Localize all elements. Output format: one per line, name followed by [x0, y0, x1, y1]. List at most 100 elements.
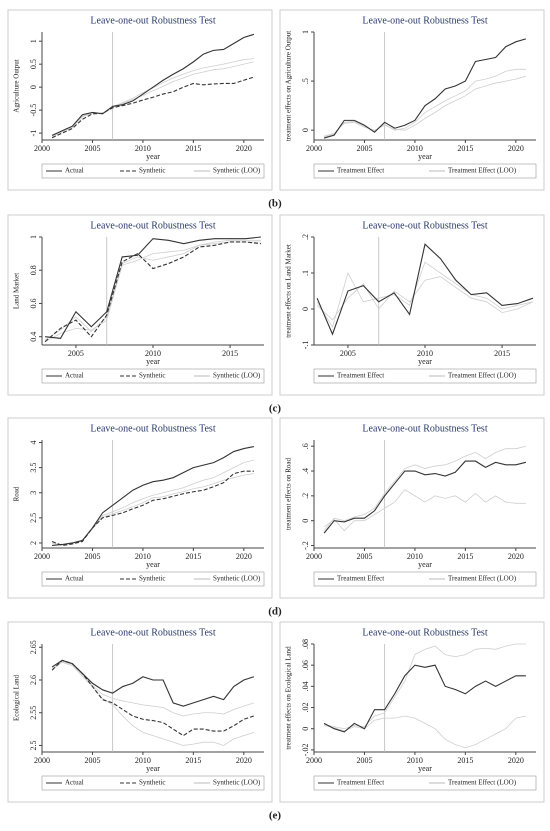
series-line: [323, 664, 526, 733]
legend-label: Synthetic: [139, 779, 165, 787]
y-tick-label: 0: [301, 727, 310, 731]
legend-label: Actual: [65, 167, 84, 175]
x-tick-label: 2000: [306, 552, 322, 561]
legend-box: [41, 571, 265, 587]
series-line: [51, 470, 254, 547]
x-tick-label: 2005: [84, 552, 100, 561]
x-tick-label: 2000: [306, 756, 322, 765]
x-tick-label: 2010: [135, 552, 151, 561]
loo-line: [323, 445, 527, 531]
y-tick-label: 0: [301, 128, 310, 132]
chart-title: Leave-one-out Robustness Test: [90, 627, 215, 638]
legend-label: Treatment Effect (LOO): [448, 372, 517, 380]
y-tick-label: -0.5: [29, 104, 38, 117]
x-tick-label: 2020: [236, 756, 252, 765]
legend-label: Synthetic (LOO): [213, 575, 261, 583]
y-tick-label: -.1: [301, 341, 310, 350]
loo-line: [316, 276, 534, 321]
y-tick-label: 0.4: [29, 332, 38, 342]
legend-label: Treatment Effect (LOO): [448, 167, 517, 175]
legend-box: [41, 163, 265, 179]
legend-label: Treatment Effect (LOO): [448, 779, 517, 787]
x-tick-label: 2010: [407, 144, 423, 153]
chart-frame: [279, 621, 545, 803]
y-tick-label: 4: [29, 441, 38, 445]
chart-title: Leave-one-out Robustness Test: [362, 220, 487, 231]
y-tick-label: .2: [301, 234, 310, 240]
legend-label: Treatment Effect: [337, 372, 384, 380]
loo-line: [51, 61, 254, 138]
x-tick-label: 2010: [145, 349, 161, 358]
y-tick-label: 1: [29, 235, 38, 239]
x-tick-label: 2015: [457, 144, 473, 153]
legend-label: Actual: [65, 779, 84, 787]
y-tick-label: 0: [301, 307, 310, 311]
x-tick-label: 2005: [356, 144, 372, 153]
y-axis-label: treatment effects on Road: [285, 458, 293, 530]
loo-line: [324, 643, 526, 730]
x-axis-label: year: [418, 764, 432, 773]
legend-box: [313, 775, 537, 791]
x-axis-label: year: [146, 152, 160, 161]
legend-label: Actual: [65, 575, 84, 583]
y-axis-label: treatment effects on Ecological Land: [285, 646, 293, 750]
x-tick-label: 2020: [236, 144, 252, 153]
y-tick-label: 3.5: [29, 463, 38, 473]
y-axis-label: Agriculture Output: [13, 59, 21, 113]
legend-label: Synthetic: [139, 372, 165, 380]
chart-frame: [279, 9, 545, 191]
y-tick-label: .1: [301, 270, 310, 276]
loo-line: [51, 58, 254, 137]
x-tick-label: 2005: [84, 144, 100, 153]
y-tick-label: -.02: [301, 744, 310, 757]
y-axis-label: Ecological Land: [13, 674, 21, 721]
x-axis-label: year: [418, 560, 432, 569]
y-tick-label: .2: [301, 493, 310, 499]
legend-label: Synthetic: [139, 575, 165, 583]
series-line: [323, 460, 527, 534]
y-tick-label: 2.5: [29, 740, 38, 750]
chart-title: Leave-one-out Robustness Test: [90, 220, 215, 231]
x-tick-label: 2020: [236, 552, 252, 561]
y-tick-label: .5: [301, 78, 310, 84]
y-tick-label: 0: [301, 519, 310, 523]
x-axis-label: year: [146, 764, 160, 773]
loo-line: [323, 489, 526, 532]
legend-label: Synthetic: [139, 167, 165, 175]
y-tick-label: -.2: [301, 541, 310, 550]
y-tick-label: 2: [29, 541, 38, 545]
x-tick-label: 2000: [34, 756, 50, 765]
loo-line: [44, 239, 261, 343]
chart-title: Leave-one-out Robustness Test: [362, 627, 487, 638]
series-line: [323, 38, 527, 139]
series-line: [44, 241, 261, 343]
x-tick-label: 2000: [306, 144, 322, 153]
x-tick-label: 2015: [457, 552, 473, 561]
x-axis-label: year: [418, 152, 432, 161]
loo-line: [323, 75, 527, 137]
y-tick-label: .4: [301, 468, 310, 474]
chart-title: Leave-one-out Robustness Test: [362, 423, 487, 434]
loo-line: [323, 68, 526, 138]
chart-frame: [7, 417, 273, 599]
legend-label: Actual: [65, 372, 84, 380]
x-tick-label: 2005: [356, 552, 372, 561]
legend-box: [41, 368, 265, 384]
legend-box: [313, 368, 537, 384]
series-line: [51, 659, 255, 707]
y-tick-label: 2.65: [29, 640, 38, 654]
x-tick-label: 2015: [222, 349, 238, 358]
x-tick-label: 2015: [185, 756, 201, 765]
y-tick-label: 0.5: [29, 59, 38, 69]
x-tick-label: 2010: [407, 552, 423, 561]
loo-line: [316, 261, 534, 328]
legend-label: Treatment Effect: [337, 779, 384, 787]
x-axis-label: year: [418, 357, 432, 366]
loo-line: [324, 715, 526, 749]
x-axis-label: year: [146, 357, 160, 366]
x-tick-label: 2010: [407, 756, 423, 765]
series-line: [51, 76, 255, 139]
panel-caption: (b): [268, 198, 282, 210]
y-tick-label: 2.5: [29, 513, 38, 523]
